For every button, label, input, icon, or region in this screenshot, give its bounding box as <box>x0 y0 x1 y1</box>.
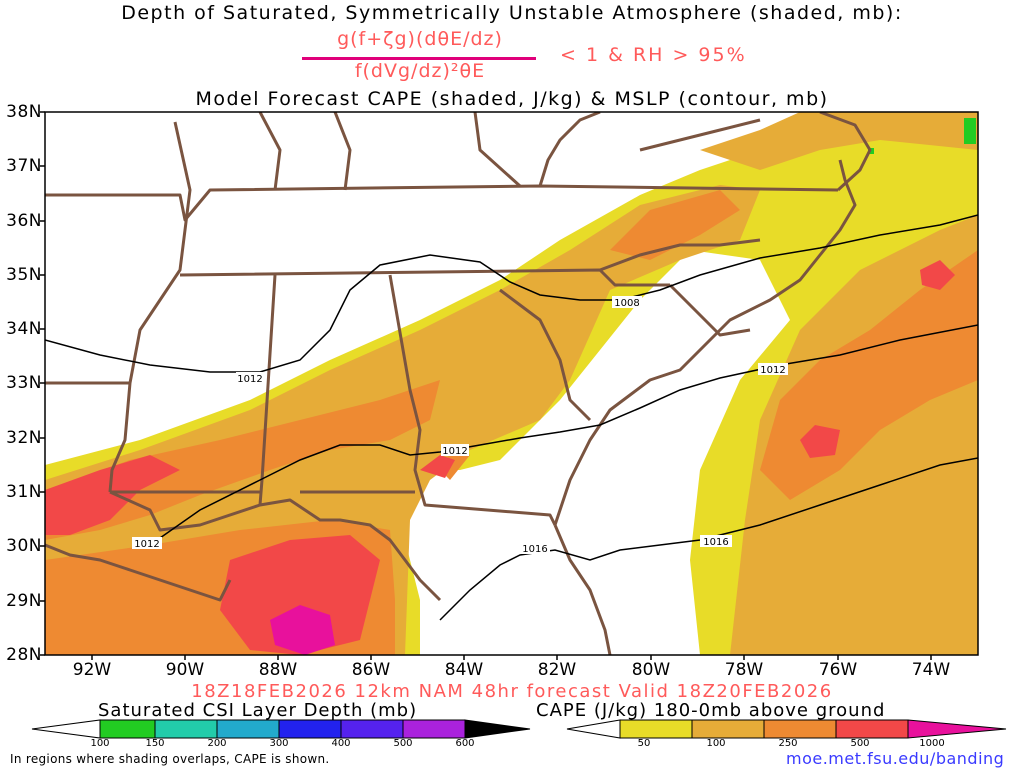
isobar-label: 1012 <box>442 446 467 457</box>
formula-condition: < 1 & RH > 95% <box>560 44 747 66</box>
csi-colorbar-label: 100 <box>90 738 110 749</box>
cape-colorbar-label: 50 <box>637 738 651 749</box>
lon-label: 86W <box>351 660 391 680</box>
lat-label: 34N <box>6 319 42 339</box>
formula-denominator: f(dVg/dz)²θE <box>354 60 486 82</box>
cape-colorbar-label: 500 <box>850 738 870 749</box>
cape-colorbar-label: 250 <box>778 738 798 749</box>
lon-label: 80W <box>631 660 671 680</box>
lon-label: 92W <box>72 660 112 680</box>
cape-colorbar-label: 100 <box>706 738 726 749</box>
chart-subtitle: Model Forecast CAPE (shaded, J/kg) & MSL… <box>195 88 829 110</box>
cape-colorbar <box>566 719 1007 739</box>
csi-colorbar-title: Saturated CSI Layer Depth (mb) <box>98 700 418 721</box>
forecast-valid-time: 18Z18FEB2026 12km NAM 48hr forecast Vali… <box>191 681 833 702</box>
lat-label: 28N <box>6 645 42 665</box>
map-ticks <box>40 111 932 660</box>
lon-label: 84W <box>444 660 484 680</box>
lon-label: 74W <box>911 660 951 680</box>
lat-label: 32N <box>6 428 42 448</box>
lat-label: 38N <box>6 102 42 122</box>
lat-label: 29N <box>6 591 42 611</box>
isobar-label: 1012 <box>760 365 785 376</box>
lat-label: 36N <box>6 211 42 231</box>
lat-label: 31N <box>6 482 42 502</box>
isobar-label: 1012 <box>237 374 262 385</box>
cape-colorbar-title: CAPE (J/kg) 180-0mb above ground <box>536 700 886 721</box>
cape-shading <box>45 112 978 655</box>
lon-label: 78W <box>724 660 764 680</box>
lat-label: 35N <box>6 265 42 285</box>
csi-colorbar <box>31 719 531 739</box>
isobar-label: 1008 <box>614 298 639 309</box>
csi-colorbar-label: 200 <box>207 738 227 749</box>
chart-title: Depth of Saturated, Symmetrically Unstab… <box>121 2 903 24</box>
lon-label: 88W <box>258 660 298 680</box>
lat-label: 30N <box>6 536 42 556</box>
formula-numerator: g(f+ζg)(dθE/dz) <box>337 28 503 50</box>
isobar-labels: 1012 1012 1012 1008 1016 1016 1012 <box>132 296 788 555</box>
lat-label: 37N <box>6 156 42 176</box>
csi-colorbar-label: 300 <box>269 738 289 749</box>
cape-colorbar-label: 1000 <box>919 738 945 749</box>
formula-fraction-bar <box>302 57 536 60</box>
csi-colorbar-label: 400 <box>331 738 351 749</box>
lon-label: 76W <box>818 660 858 680</box>
lon-label: 90W <box>165 660 205 680</box>
isobar-label: 1016 <box>703 537 728 548</box>
isobar-label: 1016 <box>522 544 547 555</box>
source-url[interactable]: moe.met.fsu.edu/banding <box>786 749 1005 768</box>
lon-label: 82W <box>537 660 577 680</box>
overlap-note: In regions where shading overlaps, CAPE … <box>10 752 330 766</box>
csi-colorbar-label: 600 <box>455 738 475 749</box>
isobar-label: 1012 <box>134 539 159 550</box>
lat-label: 33N <box>6 373 42 393</box>
csi-colorbar-label: 150 <box>145 738 165 749</box>
csi-colorbar-label: 500 <box>393 738 413 749</box>
